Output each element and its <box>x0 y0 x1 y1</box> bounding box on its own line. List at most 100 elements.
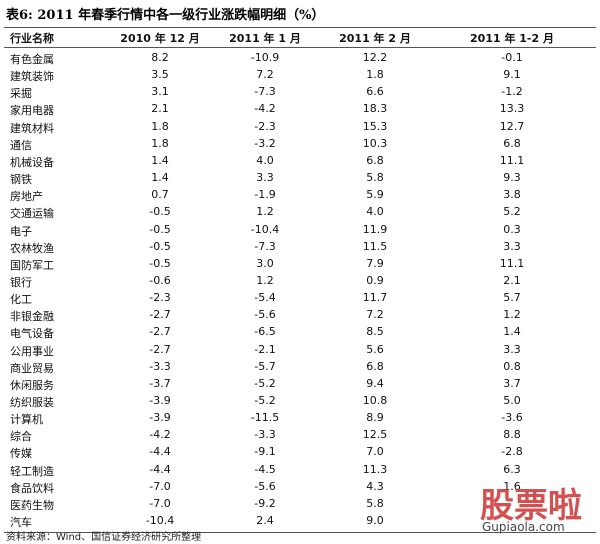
industry-name: 传媒 <box>10 447 32 461</box>
value-cell: 11.3 <box>362 462 388 476</box>
industry-name: 医药生物 <box>10 498 54 512</box>
value-cell: -2.7 <box>149 342 171 356</box>
industry-name: 农林牧渔 <box>10 241 54 255</box>
industry-name: 交通运输 <box>10 207 54 221</box>
value-cell: -7.3 <box>254 85 276 99</box>
value-cell: -3.3 <box>254 428 276 442</box>
value-cell: 0.3 <box>503 222 521 236</box>
value-cell: -4.2 <box>149 428 171 442</box>
rule <box>4 532 596 534</box>
value-cell: 9.3 <box>503 171 521 185</box>
value-cell: 5.2 <box>503 205 521 219</box>
industry-name: 家用电器 <box>10 104 54 118</box>
column-header: 行业名称 <box>10 32 54 45</box>
value-cell: -4.5 <box>254 462 276 476</box>
industry-name: 有色金属 <box>10 53 54 66</box>
value-cell: -10.9 <box>250 51 280 64</box>
value-cell: -0.5 <box>149 222 171 236</box>
value-cell: 1.2 <box>256 205 274 219</box>
value-cell: 6.8 <box>366 359 384 373</box>
value-cell: 9.1 <box>503 68 521 82</box>
industry-name: 化工 <box>10 293 32 307</box>
value-cell: -1.2 <box>501 85 523 99</box>
value-cell: 12.2 <box>362 51 388 64</box>
value-cell: 2.1 <box>151 102 169 116</box>
value-cell: -2.8 <box>501 445 523 459</box>
value-cell: -7.3 <box>254 239 276 253</box>
value-cell: 2.4 <box>256 514 274 528</box>
watermark-logo: 股票啦 <box>480 486 582 526</box>
industry-name: 汽车 <box>10 516 32 530</box>
value-cell: -3.9 <box>149 411 171 425</box>
industry-name: 纺织服装 <box>10 396 54 409</box>
value-cell: -11.5 <box>250 411 280 425</box>
value-cell: 0.9 <box>366 273 384 287</box>
value-cell: -4.4 <box>149 445 171 459</box>
value-cell: -3.3 <box>149 359 171 373</box>
value-cell: 7.0 <box>366 445 384 459</box>
value-cell: 3.3 <box>503 239 521 253</box>
value-cell: 5.9 <box>366 188 384 202</box>
value-cell: -7.0 <box>149 479 171 493</box>
source-note: 资料来源：Wind、国信证券经济研究所整理 <box>6 532 202 543</box>
value-cell: 1.8 <box>366 68 384 82</box>
industry-name: 计算机 <box>10 413 43 427</box>
value-cell: -10.4 <box>250 222 280 236</box>
value-cell: -9.1 <box>254 445 276 459</box>
value-cell: 9.0 <box>366 514 384 528</box>
value-cell: 12.5 <box>362 428 388 442</box>
value-cell: 10.3 <box>362 136 388 150</box>
value-cell: 1.4 <box>503 325 521 339</box>
value-cell: 8.2 <box>151 51 169 64</box>
industry-name: 机械设备 <box>10 155 54 169</box>
value-cell: -5.2 <box>254 394 276 407</box>
value-cell: -0.5 <box>149 239 171 253</box>
value-cell: -5.4 <box>254 291 276 305</box>
value-cell: -4.2 <box>254 102 276 116</box>
value-cell: 3.3 <box>503 342 521 356</box>
value-cell: 3.7 <box>503 376 521 390</box>
watermark-site: Gupiaola.com <box>482 520 565 534</box>
value-cell: 15.3 <box>362 119 388 133</box>
value-cell: 8.8 <box>503 428 521 442</box>
value-cell: -4.4 <box>149 462 171 476</box>
industry-name: 商业贸易 <box>10 361 54 375</box>
value-cell: 12.7 <box>499 119 525 133</box>
value-cell: 4.0 <box>366 205 384 219</box>
value-cell: 6.3 <box>503 462 521 476</box>
value-cell: 1.8 <box>151 119 169 133</box>
value-cell: 1.2 <box>503 308 521 322</box>
industry-name: 建筑装饰 <box>10 70 54 84</box>
value-cell: -9.2 <box>254 496 276 510</box>
value-cell: 5.0 <box>503 394 521 407</box>
industry-name: 轻工制造 <box>10 464 54 478</box>
value-cell: 1.2 <box>256 273 274 287</box>
industry-name: 休闲服务 <box>10 378 54 392</box>
table-title: 表6: 2011 年春季行情中各一级行业涨跌幅明细（%） <box>6 8 325 23</box>
value-cell: -0.5 <box>149 205 171 219</box>
rule <box>4 27 596 28</box>
value-cell: 18.3 <box>362 102 388 116</box>
value-cell: 3.3 <box>256 171 274 185</box>
industry-name: 公用事业 <box>10 344 54 358</box>
value-cell: 7.9 <box>366 256 384 270</box>
value-cell: 11.9 <box>362 222 388 236</box>
value-cell: 4.0 <box>256 153 274 167</box>
value-cell: 5.8 <box>366 171 384 185</box>
value-cell: -5.6 <box>254 308 276 322</box>
value-cell: 6.8 <box>366 153 384 167</box>
value-cell: 4.3 <box>366 479 384 493</box>
value-cell: 11.5 <box>362 239 388 253</box>
value-cell: 5.8 <box>366 496 384 510</box>
value-cell: 8.9 <box>366 411 384 425</box>
value-cell: 6.8 <box>503 136 521 150</box>
industry-name: 房地产 <box>10 190 43 204</box>
industry-name: 钢铁 <box>10 173 32 187</box>
column-header: 2011 年 1 月 <box>229 32 301 45</box>
value-cell: -0.5 <box>149 256 171 270</box>
industry-name: 综合 <box>10 430 32 444</box>
value-cell: 11.7 <box>362 291 388 305</box>
value-cell: 3.5 <box>151 68 169 82</box>
value-cell: -5.2 <box>254 376 276 390</box>
